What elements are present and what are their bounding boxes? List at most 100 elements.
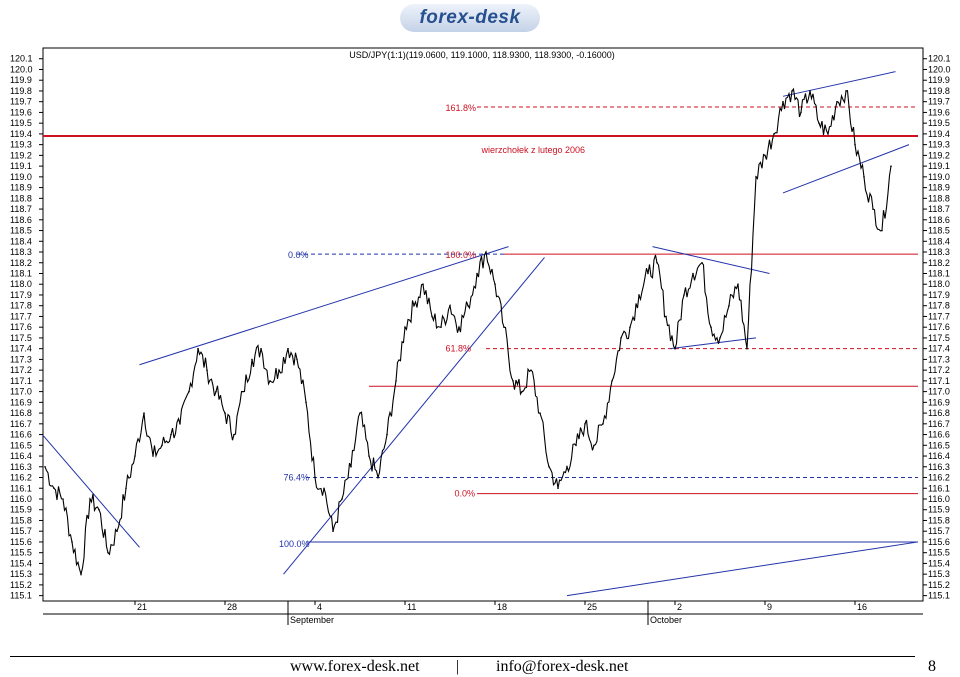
y-tick-label-right: 116.2 [928, 473, 950, 483]
footer-email-link[interactable]: info@forex-desk.net [496, 658, 629, 675]
y-tick-label-right: 118.0 [928, 279, 950, 289]
price-point [431, 315, 433, 318]
price-point [341, 498, 343, 500]
y-tick-label-right: 115.5 [928, 548, 950, 558]
price-point [674, 347, 676, 350]
price-point [485, 251, 487, 253]
y-tick-label-left: 117.2 [10, 365, 32, 375]
annotation-label: 100.0% [279, 539, 310, 549]
y-tick-label-right: 116.8 [928, 408, 950, 418]
y-tick-label-left: 117.4 [10, 344, 32, 354]
x-tick-label: 11 [407, 602, 416, 612]
price-point [278, 369, 280, 371]
price-point [44, 465, 46, 468]
price-point [269, 380, 271, 382]
y-tick-label-left: 116.4 [10, 451, 32, 461]
y-tick-label-left: 119.1 [10, 161, 32, 171]
trendline [41, 434, 140, 548]
y-tick-label-left: 119.6 [10, 107, 32, 117]
price-chart: USD/JPY(1:1)(119.0600, 119.1000, 118.930… [10, 47, 951, 625]
price-point [629, 326, 631, 328]
price-point [287, 347, 289, 350]
x-tick-label: 4 [317, 602, 322, 612]
price-point [773, 133, 775, 135]
y-tick-label-right: 115.4 [928, 558, 950, 568]
price-point [692, 272, 694, 275]
annotation-label: 61.8% [446, 344, 472, 354]
price-point [872, 208, 874, 210]
y-tick-label-left: 117.0 [10, 387, 32, 397]
x-tick-label: 18 [497, 602, 507, 612]
price-point [440, 326, 442, 328]
y-tick-label-right: 115.2 [928, 580, 950, 590]
y-tick-label-left: 116.7 [10, 419, 32, 429]
y-tick-label-left: 117.1 [10, 376, 32, 386]
x-tick-label: 16 [857, 602, 867, 612]
y-tick-label-right: 118.2 [928, 258, 950, 268]
price-point [782, 100, 784, 103]
price-point [476, 272, 478, 275]
plot-frame [42, 47, 924, 602]
price-point [413, 304, 415, 307]
y-tick-label-left: 118.1 [10, 268, 32, 278]
trendline [139, 246, 509, 366]
y-tick-label-right: 118.5 [928, 226, 950, 236]
y-tick-label-left: 116.1 [10, 483, 32, 493]
y-tick-label-left: 118.8 [10, 193, 32, 203]
y-tick-label-left: 120.1 [10, 54, 33, 64]
price-point [422, 283, 424, 286]
price-point [368, 455, 370, 457]
price-point [359, 412, 361, 414]
y-tick-label-right: 119.6 [928, 107, 950, 117]
price-point [251, 358, 253, 361]
y-tick-label-left: 116.8 [10, 408, 32, 418]
price-point [809, 90, 811, 92]
y-tick-label-right: 117.4 [928, 344, 950, 354]
y-tick-label-right: 115.9 [928, 505, 950, 515]
price-point [728, 304, 730, 307]
annotation-label: 0.0% [288, 250, 309, 260]
annotation-label: wierzchołek z lutego 2006 [481, 145, 586, 155]
price-point [242, 390, 244, 393]
price-point [764, 154, 766, 157]
y-tick-label-left: 118.2 [10, 258, 32, 268]
x-axis: 21 28 4 11 18 25 2 9 16 September October [43, 601, 923, 625]
price-point [224, 412, 226, 414]
annotation-label: 0.0% [455, 489, 476, 499]
price-point [548, 465, 550, 468]
price-series [44, 87, 892, 577]
price-point [710, 326, 712, 328]
y-tick-label-right: 119.9 [928, 75, 950, 85]
y-tick-label-left: 117.3 [10, 354, 32, 364]
y-tick-label-right: 117.9 [928, 290, 950, 300]
y-tick-label-left: 115.5 [10, 548, 32, 558]
price-point [395, 380, 397, 382]
y-tick-label-left: 116.2 [10, 473, 32, 483]
annotation-label: 76.4% [284, 473, 310, 483]
price-point [260, 347, 262, 350]
price-point [98, 508, 100, 511]
y-tick-label-left: 117.6 [10, 322, 32, 332]
y-tick-label-left: 117.7 [10, 311, 32, 321]
price-point [638, 294, 640, 296]
footer-website-link[interactable]: www.forex-desk.net [290, 658, 420, 675]
price-point [827, 133, 829, 135]
price-point [611, 380, 613, 382]
y-tick-label-left: 119.5 [10, 118, 32, 128]
y-tick-label-left: 116.6 [10, 430, 32, 440]
y-tick-label-left: 118.3 [10, 247, 32, 257]
price-point [746, 347, 748, 350]
price-point [233, 433, 235, 436]
price-point [521, 390, 523, 393]
y-tick-label-left: 115.7 [10, 526, 32, 536]
y-tick-label-left: 119.7 [10, 97, 32, 107]
price-point [494, 283, 496, 286]
x-tick-label: 25 [587, 602, 597, 612]
y-tick-label-left: 115.6 [10, 537, 32, 547]
price-point [404, 326, 406, 328]
footer-separator: | [456, 658, 460, 675]
y-tick-label-right: 119.0 [928, 172, 950, 182]
y-tick-label-left: 115.8 [10, 515, 32, 525]
price-point [647, 272, 649, 275]
y-tick-label-left: 115.3 [10, 569, 32, 579]
